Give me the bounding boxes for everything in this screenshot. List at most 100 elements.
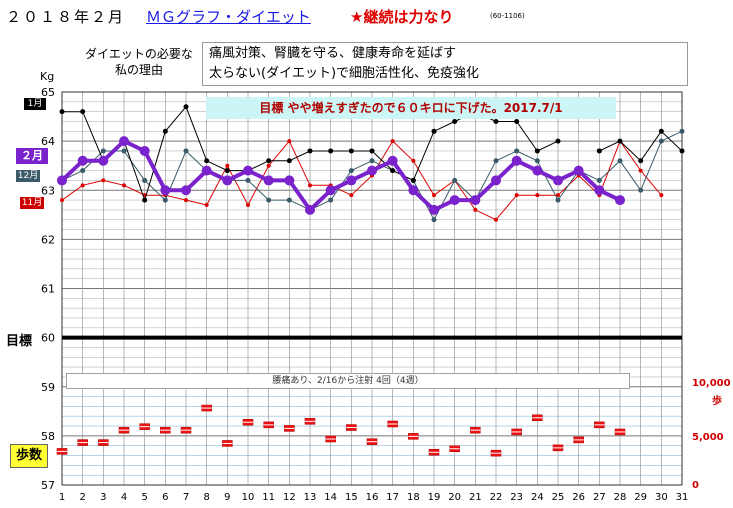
series-point-0 bbox=[78, 156, 88, 166]
series-point-1 bbox=[60, 109, 65, 114]
series-point-1 bbox=[390, 168, 395, 173]
x-tick-label: 17 bbox=[386, 492, 399, 503]
series-point-3 bbox=[659, 193, 663, 197]
series-point-3 bbox=[267, 164, 271, 168]
series-point-2 bbox=[80, 168, 85, 173]
series-point-1 bbox=[638, 158, 643, 163]
x-tick-label: 25 bbox=[552, 492, 565, 503]
series-point-0 bbox=[305, 205, 315, 215]
series-point-0 bbox=[264, 175, 274, 185]
series-point-3 bbox=[349, 193, 353, 197]
series-point-2 bbox=[287, 198, 292, 203]
series-point-0 bbox=[119, 136, 129, 146]
x-tick-label: 2 bbox=[79, 492, 85, 503]
y-tick-label: 59 bbox=[41, 381, 55, 394]
x-tick-label: 14 bbox=[324, 492, 337, 503]
series-point-2 bbox=[535, 158, 540, 163]
series-point-0 bbox=[140, 146, 150, 156]
series-point-2 bbox=[184, 148, 189, 153]
x-tick-label: 4 bbox=[121, 492, 127, 503]
x-tick-label: 20 bbox=[448, 492, 461, 503]
x-tick-label: 9 bbox=[224, 492, 230, 503]
note-box: 腰痛あり、2/16から注射 4回（4週） bbox=[66, 373, 630, 389]
series-point-2 bbox=[680, 129, 685, 134]
series-point-3 bbox=[535, 193, 539, 197]
x-tick-label: 30 bbox=[655, 492, 668, 503]
series-point-3 bbox=[101, 178, 105, 182]
series-point-1 bbox=[452, 119, 457, 124]
series-point-2 bbox=[659, 139, 664, 144]
series-point-3 bbox=[81, 183, 85, 187]
series-point-1 bbox=[514, 119, 519, 124]
series-point-1 bbox=[349, 148, 354, 153]
series-point-1 bbox=[680, 148, 685, 153]
series-point-1 bbox=[535, 148, 540, 153]
series-point-2 bbox=[122, 148, 127, 153]
x-tick-label: 21 bbox=[469, 492, 482, 503]
series-point-1 bbox=[597, 148, 602, 153]
series-point-2 bbox=[266, 198, 271, 203]
x-tick-label: 8 bbox=[203, 492, 209, 503]
series-point-1 bbox=[204, 158, 209, 163]
series-point-0 bbox=[429, 205, 439, 215]
series-point-2 bbox=[638, 188, 643, 193]
y-tick-label: 57 bbox=[41, 479, 55, 492]
series-point-0 bbox=[388, 156, 398, 166]
series-point-1 bbox=[184, 104, 189, 109]
x-tick-label: 3 bbox=[100, 492, 106, 503]
series-point-2 bbox=[494, 158, 499, 163]
series-point-1 bbox=[370, 148, 375, 153]
series-point-0 bbox=[532, 166, 542, 176]
badge-jan: 1月 bbox=[24, 98, 46, 110]
series-point-1 bbox=[266, 158, 271, 163]
series-point-3 bbox=[122, 183, 126, 187]
series-point-0 bbox=[284, 175, 294, 185]
series-point-0 bbox=[346, 175, 356, 185]
series-point-3 bbox=[205, 203, 209, 207]
y2-tick-5000: 5,000 bbox=[692, 432, 724, 443]
series-point-2 bbox=[432, 217, 437, 222]
series-point-0 bbox=[615, 195, 625, 205]
x-tick-label: 5 bbox=[141, 492, 147, 503]
series-point-3 bbox=[287, 139, 291, 143]
x-tick-label: 7 bbox=[183, 492, 189, 503]
series-point-0 bbox=[367, 166, 377, 176]
series-point-3 bbox=[639, 169, 643, 173]
series-point-0 bbox=[181, 185, 191, 195]
series-point-0 bbox=[408, 185, 418, 195]
series-point-3 bbox=[391, 139, 395, 143]
x-tick-label: 19 bbox=[428, 492, 441, 503]
x-tick-label: 11 bbox=[262, 492, 275, 503]
series-point-1 bbox=[163, 129, 168, 134]
x-tick-label: 24 bbox=[531, 492, 544, 503]
series-point-2 bbox=[556, 198, 561, 203]
series-point-1 bbox=[142, 198, 147, 203]
badge-feb: ２月 bbox=[16, 148, 48, 164]
series-point-2 bbox=[328, 198, 333, 203]
badge-nov: 11月 bbox=[20, 197, 44, 209]
x-tick-label: 23 bbox=[510, 492, 523, 503]
series-point-2 bbox=[163, 198, 168, 203]
y-tick-label: 62 bbox=[41, 233, 55, 246]
series-point-3 bbox=[60, 198, 64, 202]
series-point-1 bbox=[80, 109, 85, 114]
goal-label: 目標 bbox=[6, 330, 32, 349]
series-point-0 bbox=[98, 156, 108, 166]
series-point-0 bbox=[450, 195, 460, 205]
x-tick-label: 1 bbox=[59, 492, 65, 503]
y-tick-label: 58 bbox=[41, 430, 55, 443]
series-point-3 bbox=[515, 193, 519, 197]
series-point-0 bbox=[574, 166, 584, 176]
series-point-2 bbox=[349, 168, 354, 173]
x-tick-label: 26 bbox=[572, 492, 585, 503]
y-tick-label: 63 bbox=[41, 184, 55, 197]
series-point-3 bbox=[246, 203, 250, 207]
series-point-0 bbox=[326, 185, 336, 195]
x-tick-label: 22 bbox=[490, 492, 503, 503]
series-point-2 bbox=[597, 178, 602, 183]
series-point-3 bbox=[308, 183, 312, 187]
steps-badge: 歩数 bbox=[10, 444, 48, 468]
series-point-1 bbox=[411, 178, 416, 183]
series-point-0 bbox=[470, 195, 480, 205]
series-point-0 bbox=[553, 175, 563, 185]
